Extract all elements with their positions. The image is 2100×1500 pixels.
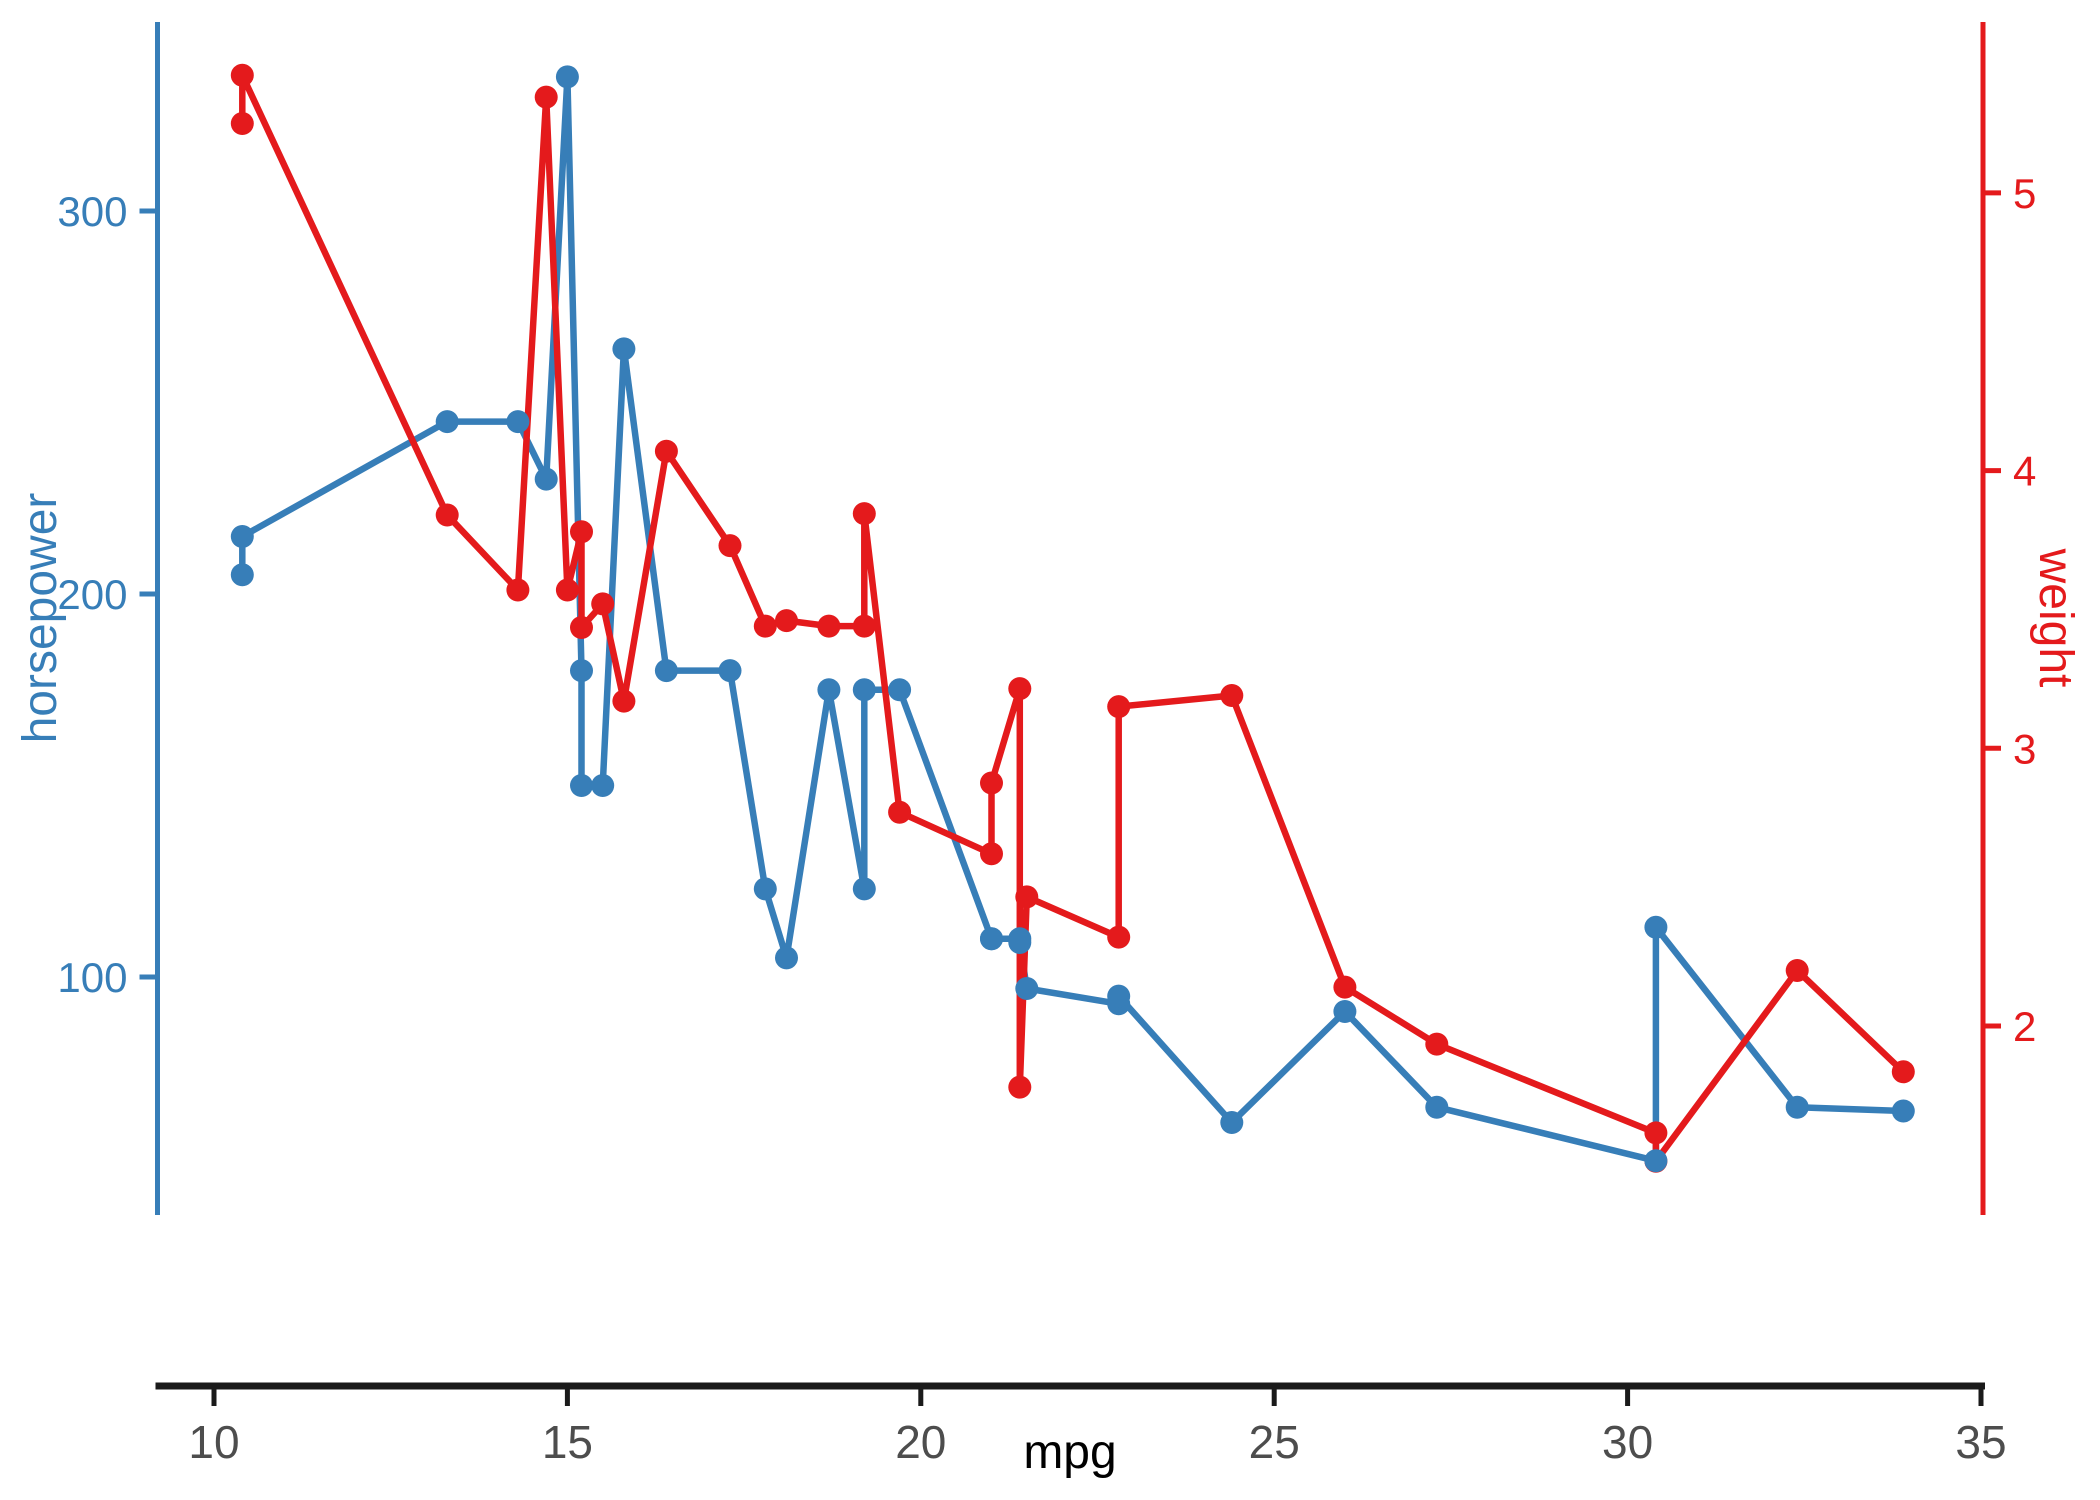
- weight-point: [1644, 1121, 1668, 1145]
- weight-point: [1107, 925, 1131, 949]
- x-axis-tick-label: 10: [188, 1416, 239, 1468]
- horsepower-point: [654, 659, 678, 683]
- horsepower-point: [435, 410, 459, 434]
- right-axis-tick-label: 3: [2013, 725, 2036, 772]
- horsepower-point: [1333, 1000, 1357, 1023]
- weight-point: [230, 63, 254, 87]
- weight-point: [1107, 695, 1131, 719]
- weight-point: [534, 85, 558, 109]
- weight-point: [888, 800, 912, 824]
- weight-point: [506, 578, 530, 602]
- weight-point: [612, 689, 636, 713]
- x-axis-tick-label: 20: [895, 1416, 946, 1468]
- horsepower-point: [718, 659, 742, 683]
- horsepower-point: [534, 467, 558, 491]
- horsepower-point: [775, 946, 798, 970]
- right-axis-tick-label: 5: [2013, 170, 2036, 217]
- horsepower-point: [1785, 1095, 1809, 1119]
- horsepower-point: [888, 678, 912, 702]
- x-axis-tick-label: 25: [1249, 1416, 1300, 1468]
- horsepower-point: [980, 927, 1003, 951]
- weight-point: [654, 439, 678, 463]
- horsepower-point: [852, 678, 876, 702]
- weight-point: [718, 534, 742, 558]
- x-axis-title: mpg: [1023, 1426, 1116, 1479]
- horsepower-point: [817, 678, 841, 702]
- horsepower-point: [555, 65, 579, 89]
- horsepower-point: [852, 877, 876, 901]
- weight-point: [570, 616, 593, 639]
- weight-point: [817, 614, 841, 638]
- weight-point: [1891, 1060, 1915, 1084]
- horsepower-point: [506, 410, 530, 434]
- weight-point: [435, 503, 459, 527]
- weight-point: [1008, 1075, 1032, 1099]
- horsepower-point: [1891, 1099, 1915, 1123]
- weight-point: [555, 578, 579, 602]
- right-axis-tick-label: 2: [2013, 1003, 2036, 1050]
- horsepower-point: [753, 877, 777, 901]
- weight-point: [775, 609, 798, 633]
- horsepower-point: [1220, 1111, 1244, 1134]
- x-axis-tick-label: 30: [1602, 1416, 1653, 1468]
- weight-point: [980, 771, 1003, 795]
- weight-point: [570, 520, 593, 544]
- horsepower-point: [1425, 1095, 1449, 1119]
- weight-point: [1008, 677, 1032, 701]
- horsepower-point: [1644, 915, 1668, 939]
- weight-point: [980, 842, 1003, 866]
- horsepower-point: [230, 563, 254, 587]
- left-axis-title: horsepower: [14, 493, 67, 744]
- weight-point: [753, 614, 777, 638]
- weight-point: [1425, 1032, 1449, 1056]
- x-axis-tick-label: 35: [1955, 1416, 2006, 1468]
- horsepower-point: [591, 774, 615, 797]
- left-axis-tick-label: 100: [57, 954, 127, 1001]
- weight-point: [591, 592, 615, 616]
- horsepower-point: [230, 525, 254, 548]
- weight-point: [852, 614, 876, 638]
- series-layer: [230, 63, 1915, 1173]
- horsepower-point: [1008, 931, 1032, 954]
- weight-point: [1220, 684, 1244, 707]
- horsepower-line: [239, 73, 1907, 1165]
- left-axis-tick-label: 200: [57, 571, 127, 618]
- horsepower-point: [570, 659, 593, 683]
- weight-point: [1333, 975, 1357, 999]
- horsepower-point: [570, 774, 593, 797]
- horsepower-point: [1644, 1149, 1668, 1173]
- weight-point: [230, 112, 254, 135]
- weight-point: [1785, 959, 1809, 982]
- horsepower-point: [612, 337, 636, 361]
- horsepower-point: [1015, 977, 1039, 1000]
- left-axis-tick-label: 300: [57, 188, 127, 235]
- weight-point: [852, 502, 876, 526]
- horsepower-point: [1107, 984, 1131, 1008]
- x-axis-tick-label: 15: [542, 1416, 593, 1468]
- axes-layer: 100 200 300 2 3 4 5 10 15 20 25 30 35: [57, 22, 2036, 1468]
- weight-point: [1015, 885, 1039, 909]
- right-axis-tick-label: 4: [2013, 448, 2036, 495]
- right-axis-title: weight: [2029, 548, 2082, 688]
